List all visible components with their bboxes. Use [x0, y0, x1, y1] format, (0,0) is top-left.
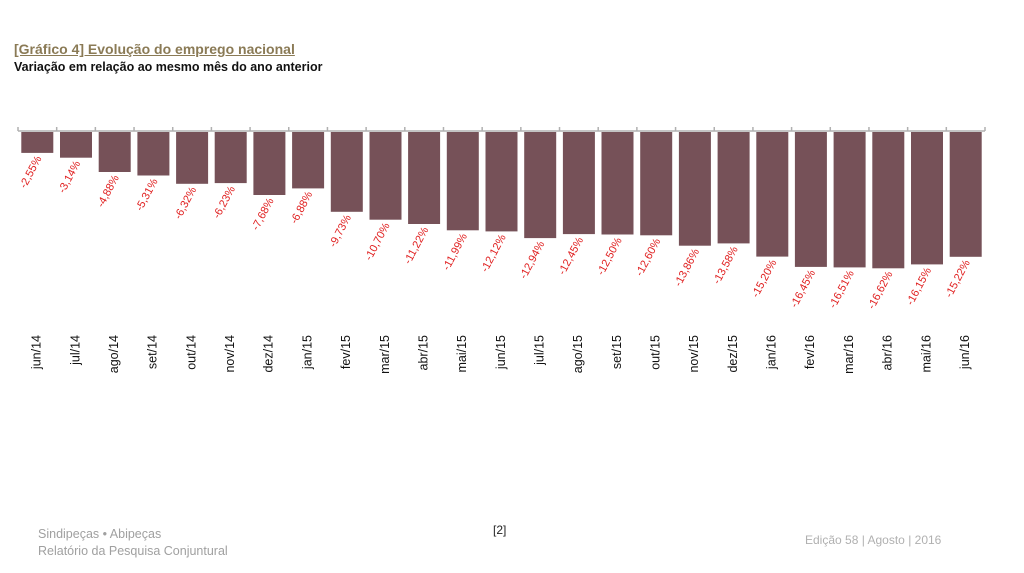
data-label: -16,62%: [866, 269, 896, 311]
bar: [911, 132, 943, 265]
x-tick-label: ago/15: [571, 335, 585, 373]
bar: [756, 132, 789, 257]
page-number: [2]: [493, 523, 507, 537]
bar: [292, 132, 325, 189]
data-label: -2,55%: [18, 154, 45, 191]
x-tick-label: fev/16: [803, 335, 817, 369]
bar: [446, 132, 479, 231]
data-label: -16,15%: [904, 265, 934, 307]
x-tick-label: mai/15: [455, 335, 469, 373]
x-tick-label: abr/15: [416, 335, 430, 370]
footer-report-name: Relatório da Pesquisa Conjuntural: [38, 544, 228, 558]
data-label: -4,88%: [95, 173, 122, 210]
chart-title: [Gráfico 4] Evolução do emprego nacional: [14, 41, 295, 57]
x-tick-label: jun/15: [494, 335, 508, 370]
x-tick-label: out/15: [649, 335, 663, 370]
x-tick-label: dez/15: [726, 335, 740, 373]
bar: [949, 132, 982, 257]
x-tick-label: mar/15: [378, 335, 392, 374]
data-label: -16,45%: [788, 268, 818, 310]
x-tick-label: set/15: [610, 335, 624, 369]
data-label: -3,14%: [56, 159, 83, 196]
bar: [60, 132, 92, 158]
bar: [562, 132, 595, 235]
x-tick-label: mai/16: [919, 335, 933, 373]
data-label: -16,51%: [827, 268, 857, 310]
data-label: -12,94%: [518, 239, 548, 281]
bar: [872, 132, 905, 269]
x-tick-label: ago/14: [107, 335, 121, 373]
bar: [524, 132, 557, 239]
bar: [369, 132, 402, 220]
x-tick-label: jul/14: [68, 335, 82, 366]
data-label: -13,86%: [672, 247, 702, 289]
data-label: -15,20%: [750, 258, 780, 300]
data-label: -11,99%: [441, 231, 471, 272]
data-label: -12,60%: [634, 236, 664, 278]
bar: [214, 132, 247, 184]
footer-org-name: Sindipeças • Abipeças: [38, 527, 162, 541]
bar: [601, 132, 634, 235]
data-label: -7,68%: [250, 196, 277, 233]
data-label: -12,45%: [556, 235, 586, 277]
x-tick-label: nov/15: [687, 335, 701, 373]
data-label: -15,22%: [943, 258, 973, 300]
x-tick-label: set/14: [146, 335, 160, 369]
footer-organization: Sindipeças • Abipeças Relatório da Pesqu…: [38, 526, 228, 560]
x-tick-label: mar/16: [842, 335, 856, 374]
data-label: -11,22%: [402, 225, 432, 266]
data-label: -13,58%: [711, 244, 741, 286]
data-label: -10,70%: [363, 221, 393, 263]
bar: [794, 132, 827, 267]
bar: [640, 132, 673, 236]
x-tick-label: jan/15: [300, 335, 314, 370]
data-label: -6,32%: [172, 185, 199, 222]
x-tick-label: dez/14: [262, 335, 276, 373]
bar: [137, 132, 170, 176]
bar: [485, 132, 518, 232]
data-label: -6,88%: [288, 189, 315, 226]
bar: [408, 132, 441, 224]
bar: [678, 132, 711, 246]
x-tick-label: jul/15: [532, 335, 546, 366]
bar: [253, 132, 286, 195]
bar: [717, 132, 750, 244]
chart-subtitle: Variação em relação ao mesmo mês do ano …: [14, 60, 323, 74]
x-tick-label: nov/14: [223, 335, 237, 373]
x-tick-label: fev/15: [339, 335, 353, 369]
x-tick-label: jan/16: [765, 335, 779, 370]
data-label: -12,12%: [479, 232, 509, 274]
x-tick-label: jun/16: [958, 335, 972, 370]
data-label: -5,31%: [134, 176, 161, 213]
data-label: -6,23%: [211, 184, 238, 221]
data-label: -9,73%: [327, 213, 354, 250]
bar: [21, 132, 54, 153]
bar: [330, 132, 363, 212]
bar: [98, 132, 131, 172]
edition-info: Edição 58 | Agosto | 2016: [805, 533, 942, 547]
x-tick-label: out/14: [184, 335, 198, 370]
x-tick-label: abr/16: [881, 335, 895, 370]
data-label: -12,50%: [595, 235, 625, 277]
bar: [833, 132, 866, 268]
x-tick-label: jun/14: [30, 335, 44, 370]
bar: [176, 132, 209, 184]
